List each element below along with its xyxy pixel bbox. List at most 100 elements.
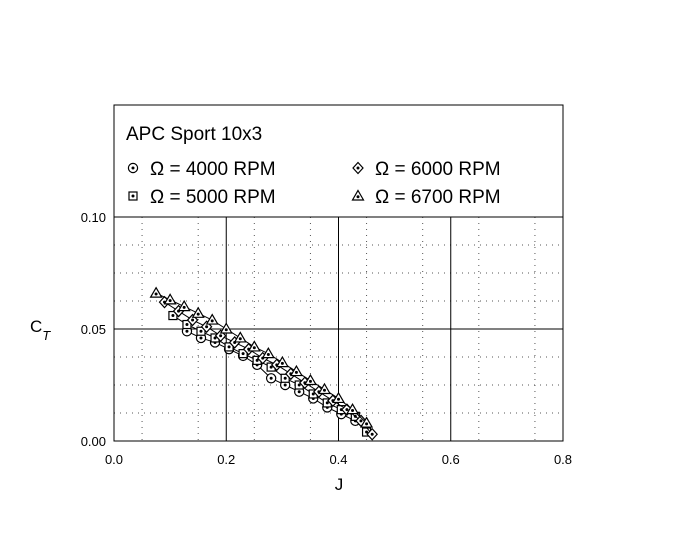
data-point	[275, 355, 289, 368]
y-tick-label: 0.10	[81, 210, 106, 225]
marker-dot	[308, 379, 312, 383]
legend-label: Ω = 4000 RPM	[150, 159, 276, 180]
data-point	[265, 373, 277, 384]
marker-dot	[213, 336, 217, 340]
marker-dot	[359, 419, 363, 423]
legend-label: Ω = 5000 RPM	[150, 187, 276, 208]
marker-dot	[241, 352, 245, 356]
marker-outline	[149, 286, 163, 298]
marker-dot	[283, 383, 287, 387]
marker-dot	[266, 352, 270, 356]
axes: 0.0 0.2 0.4 0.6 0.8 0.00 0.05 0.10	[81, 104, 572, 467]
legend-entry-1: Ω = 4000 RPM	[127, 159, 276, 180]
legend-label: Ω = 6700 RPM	[375, 187, 501, 208]
y-axis-title-main: C	[30, 317, 42, 336]
marker-dot	[269, 376, 273, 380]
series-3	[158, 295, 378, 441]
marker-dot	[345, 408, 349, 412]
data-point	[219, 322, 233, 334]
legend-entry-2: Ω = 5000 RPM	[128, 187, 276, 208]
marker-dot	[370, 432, 374, 436]
data-point	[331, 391, 346, 404]
marker-dot	[238, 337, 242, 341]
data-point	[289, 364, 303, 377]
marker-dot	[191, 318, 195, 322]
marker-outline	[163, 293, 177, 305]
legend-marker	[352, 161, 364, 175]
marker-dot	[196, 312, 200, 316]
marker-dot	[252, 346, 256, 350]
data-point	[345, 402, 360, 415]
legend-entry-4: Ω = 6700 RPM	[351, 187, 501, 208]
x-tick-label: 0.2	[217, 452, 235, 467]
marker-outline	[219, 322, 233, 334]
x-tick-label: 0.8	[554, 452, 572, 467]
marker-outline	[177, 299, 191, 312]
marker-dot	[224, 328, 228, 332]
legend-entry-3: Ω = 6000 RPM	[352, 159, 501, 180]
data-point	[317, 382, 332, 395]
marker-dot	[311, 392, 315, 396]
marker-dot	[294, 370, 298, 374]
series-line	[155, 292, 367, 424]
marker-dot	[154, 292, 158, 296]
marker-dot	[168, 299, 172, 303]
marker-dot	[351, 408, 355, 412]
marker-dot	[297, 383, 301, 387]
marker-dot	[219, 334, 223, 338]
legend-marker	[351, 189, 365, 201]
data-point	[191, 306, 205, 318]
y-tick-label: 0.05	[81, 322, 106, 337]
marker-outline	[331, 391, 346, 404]
marker-outline	[275, 355, 289, 368]
legend-marker	[127, 162, 139, 174]
marker-outline	[303, 373, 317, 386]
series-1	[181, 326, 361, 427]
data-point	[177, 299, 191, 312]
marker-dot	[365, 422, 369, 426]
marker-dot	[283, 376, 287, 380]
marker-dot	[199, 329, 203, 333]
marker-dot	[356, 166, 360, 170]
data-point	[149, 286, 163, 298]
data-series	[149, 286, 378, 441]
marker-outline	[351, 189, 365, 201]
marker-dot	[337, 397, 340, 401]
marker-dot	[297, 390, 301, 394]
marker-dot	[269, 365, 273, 369]
marker-dot	[255, 358, 259, 362]
marker-dot	[185, 323, 189, 327]
data-point	[366, 427, 378, 441]
data-point	[261, 346, 275, 359]
marker-outline	[289, 364, 303, 377]
marker-dot	[210, 319, 214, 323]
legend: Ω = 4000 RPM Ω = 5000 RPM Ω = 6000 RPM Ω = …	[127, 159, 501, 208]
data-point	[247, 340, 261, 352]
data-point	[233, 331, 247, 343]
data-point	[303, 373, 317, 386]
marker-dot	[131, 166, 135, 170]
marker-outline	[205, 313, 219, 325]
x-tick-label: 0.0	[105, 452, 123, 467]
series-line	[164, 301, 373, 435]
marker-dot	[325, 401, 329, 405]
y-axis-title: CT	[30, 317, 51, 343]
x-tick-label: 0.4	[329, 452, 347, 467]
marker-outline	[317, 382, 332, 395]
marker-dot	[356, 195, 360, 199]
data-point	[163, 293, 177, 305]
legend-marker	[128, 191, 138, 201]
legend-label: Ω = 6000 RPM	[375, 159, 501, 180]
data-point	[205, 313, 219, 325]
marker-dot	[199, 336, 203, 340]
marker-dot	[322, 388, 326, 392]
y-axis-title-sub: T	[42, 328, 51, 343]
marker-outline	[345, 402, 360, 415]
marker-outline	[247, 340, 261, 352]
marker-dot	[182, 305, 186, 309]
data-point	[360, 416, 374, 428]
marker-dot	[280, 361, 284, 365]
chart-title: APC Sport 10x3	[126, 124, 262, 145]
marker-dot	[185, 329, 189, 333]
